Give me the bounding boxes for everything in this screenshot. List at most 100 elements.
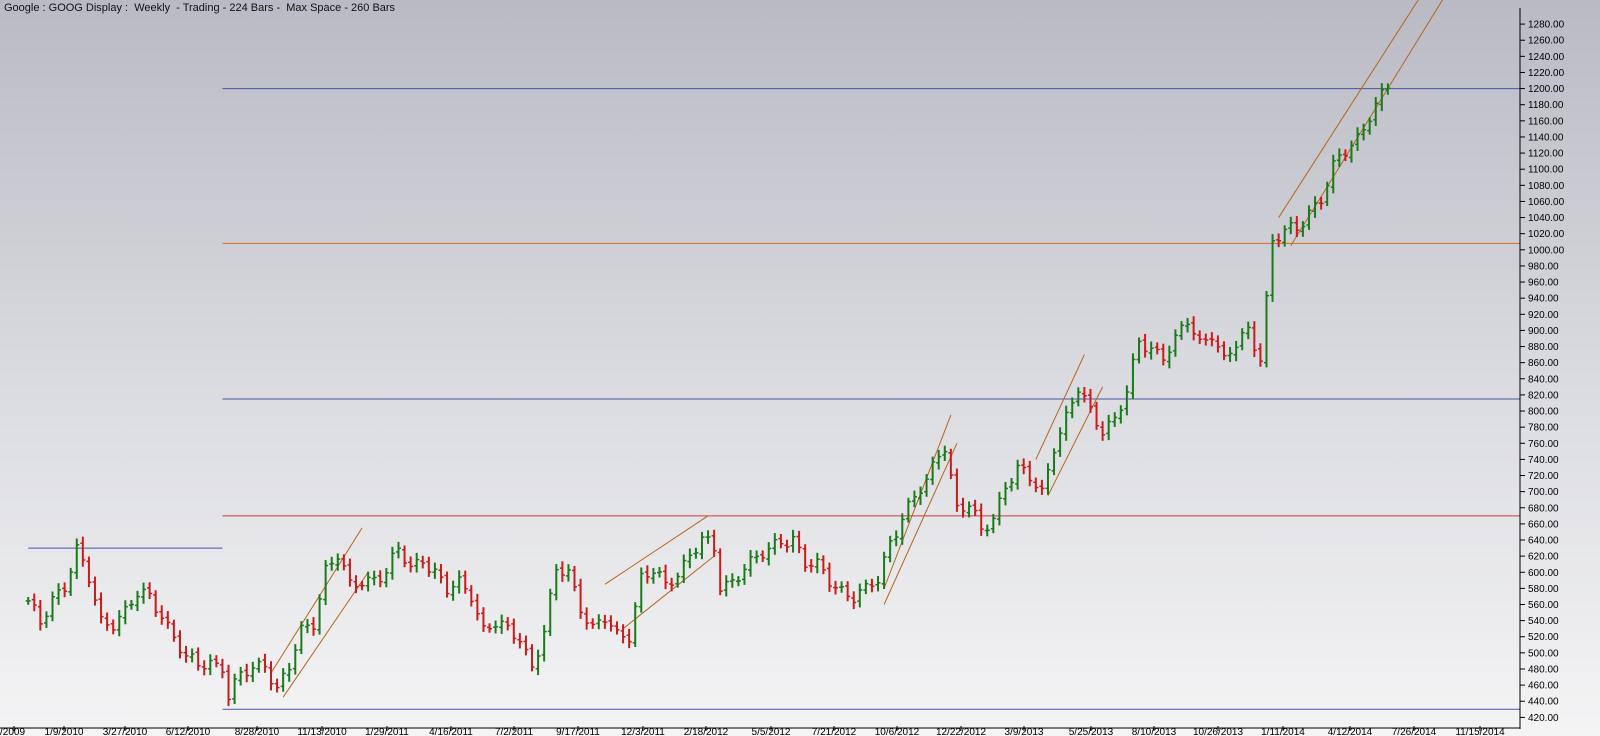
price-bar: [335, 553, 341, 571]
price-bar: [1118, 405, 1124, 424]
price-bar: [735, 576, 741, 587]
price-tick-label: 780.00: [1528, 423, 1559, 434]
date-tick-label: 11/15/2014: [1455, 727, 1505, 736]
date-tick-label: 7/21/2012: [812, 727, 857, 736]
date-tick-label: 2/18/2012: [684, 727, 729, 736]
price-tick-label: 620.00: [1528, 552, 1559, 563]
price-tick-label: 1200.00: [1528, 84, 1565, 95]
date-tick-label: /2009: [0, 727, 25, 736]
price-bar: [960, 497, 966, 518]
price-bar: [86, 556, 92, 588]
price-bar: [1027, 460, 1033, 487]
price-bar: [377, 570, 383, 588]
price-bar: [31, 593, 37, 612]
price-bar: [1282, 225, 1288, 247]
date-tick-label: 10/6/2012: [875, 727, 920, 736]
price-tick-label: 540.00: [1528, 616, 1559, 627]
price-bar: [748, 550, 754, 577]
price-bar: [493, 620, 499, 634]
price-bar: [304, 618, 310, 634]
price-bar: [1081, 387, 1087, 403]
price-bar: [669, 577, 675, 592]
date-tick-label: 8/28/2010: [235, 727, 280, 736]
price-tick-label: 960.00: [1528, 278, 1559, 289]
price-bar: [1342, 149, 1348, 162]
trend-line: [1278, 0, 1419, 218]
price-bar: [80, 536, 86, 567]
price-bar: [924, 474, 930, 497]
price-bar: [213, 655, 219, 668]
trend-channels: [270, 0, 1443, 698]
price-bar: [741, 563, 747, 585]
price-bar: [1075, 387, 1081, 407]
price-bar: [675, 572, 681, 588]
price-bar: [505, 617, 511, 631]
price-bar: [274, 678, 280, 693]
price-bar: [159, 605, 165, 625]
price-bar: [766, 542, 772, 566]
price-bar: [1263, 291, 1269, 368]
price-bar: [875, 576, 881, 592]
price-bar: [911, 490, 917, 508]
price-bar: [219, 658, 225, 679]
trend-line: [604, 515, 709, 585]
price-bar: [389, 546, 395, 580]
chart-title: Google : GOOG Display : Weekly - Trading…: [4, 2, 396, 14]
price-bar: [1348, 140, 1354, 163]
price-bar: [43, 611, 49, 628]
price-bar: [134, 590, 140, 612]
price-bar: [996, 491, 1002, 526]
price-bar: [820, 555, 826, 575]
price-bar: [954, 468, 960, 512]
price-bar: [171, 619, 177, 642]
price-bar: [930, 456, 936, 485]
price-tick-label: 520.00: [1528, 632, 1559, 643]
price-bar: [408, 556, 414, 573]
trend-line: [1035, 354, 1085, 460]
price-bar: [553, 564, 559, 601]
trend-line: [883, 443, 958, 605]
price-bar: [1100, 421, 1106, 441]
price-tick-label: 1160.00: [1528, 116, 1564, 127]
price-bar: [1288, 216, 1294, 235]
price-bar: [329, 556, 335, 571]
price-tick-label: 1280.00: [1528, 20, 1565, 31]
price-bar: [881, 551, 887, 590]
price-bar: [1009, 477, 1015, 492]
price-bar: [626, 628, 632, 649]
price-bar: [826, 562, 832, 592]
date-tick-label: 8/10/2013: [1132, 727, 1177, 736]
price-bar: [1257, 343, 1263, 367]
price-bar: [790, 529, 796, 553]
price-bar: [754, 550, 760, 564]
price-bar: [869, 578, 875, 593]
price-bar: [814, 552, 820, 574]
price-bar: [650, 567, 656, 584]
price-tick-label: 580.00: [1528, 584, 1559, 595]
price-bar: [839, 581, 845, 593]
price-tick-label: 640.00: [1528, 536, 1559, 547]
price-bar: [177, 630, 183, 659]
price-bar: [638, 567, 644, 613]
price-tick-label: 720.00: [1528, 471, 1559, 482]
price-bar: [1057, 427, 1063, 457]
price-tick-label: 1060.00: [1528, 197, 1565, 208]
price-tick-label: 800.00: [1528, 407, 1559, 418]
price-bar: [444, 571, 450, 598]
price-bar: [1172, 329, 1178, 357]
price-bar: [1015, 459, 1021, 490]
date-tick-label: 5/25/2013: [1069, 727, 1114, 736]
price-bar: [1087, 388, 1093, 413]
price-bar: [893, 530, 899, 547]
price-bar: [1045, 463, 1051, 495]
price-bar: [559, 561, 565, 582]
price-bar: [286, 662, 292, 682]
price-tick-label: 480.00: [1528, 664, 1559, 675]
price-bar: [1136, 337, 1142, 364]
price-bar: [918, 486, 923, 505]
price-bar: [432, 562, 438, 579]
price-bar: [620, 624, 626, 644]
price-bar: [1191, 316, 1197, 341]
price-bar: [104, 612, 110, 631]
